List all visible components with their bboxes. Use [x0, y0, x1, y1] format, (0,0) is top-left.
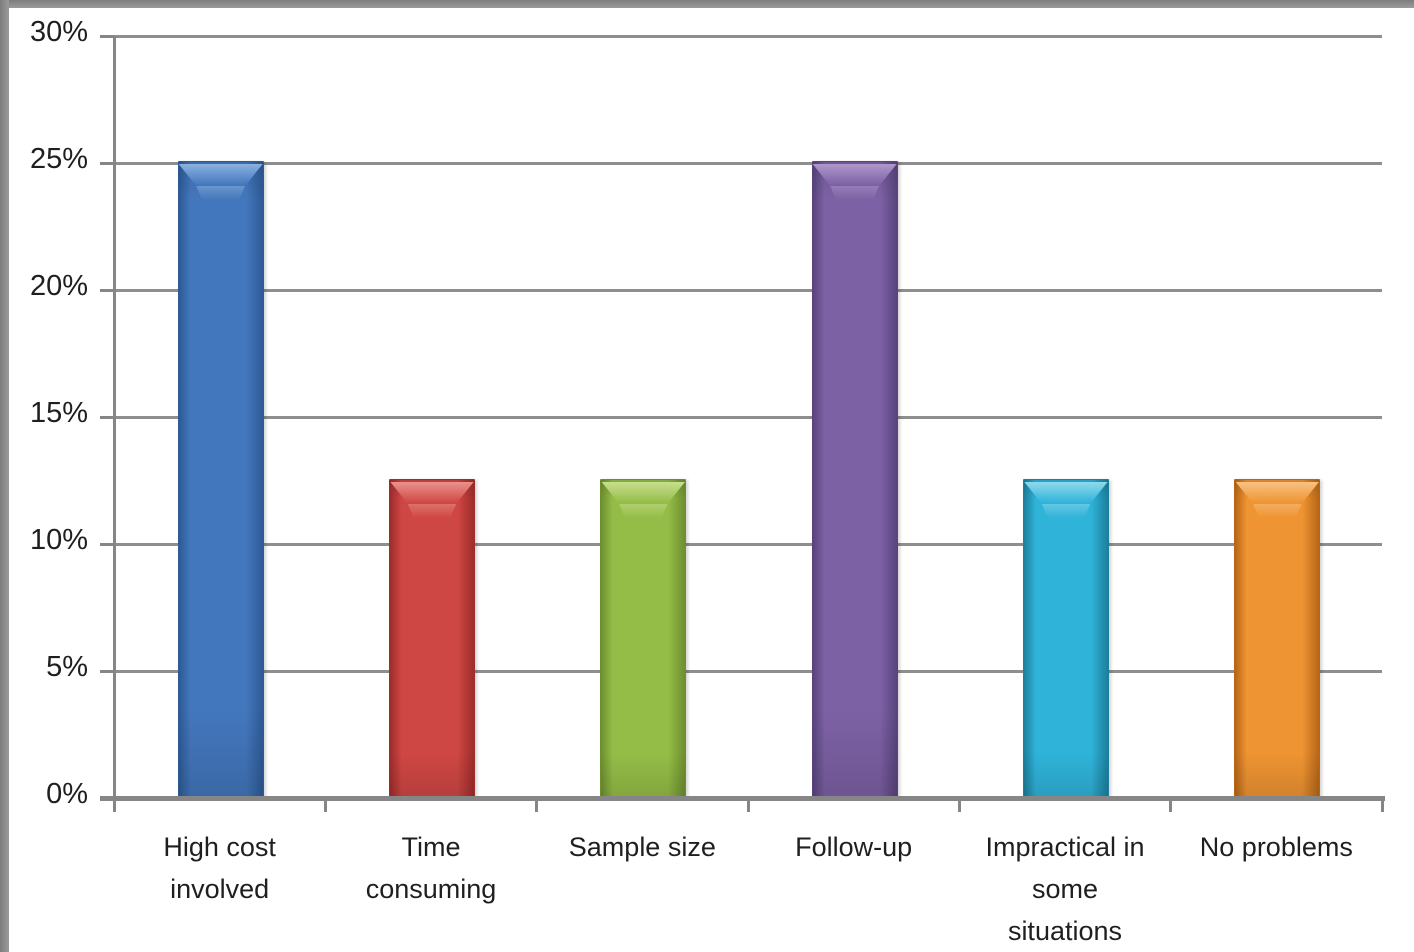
bar-orange — [1234, 478, 1321, 798]
category-label: High cost involved — [114, 826, 325, 910]
y-axis-tick — [100, 542, 114, 546]
y-axis-tick — [100, 415, 114, 419]
bar-top-bevel — [178, 164, 263, 186]
bar-cyan — [1023, 478, 1109, 798]
gridline — [114, 34, 1382, 38]
y-axis-label: 30% — [29, 16, 88, 48]
category-label: Time consuming — [325, 826, 536, 910]
bar-top-bevel — [1235, 481, 1320, 504]
category-label-text: No problems — [1199, 832, 1353, 862]
y-axis-label: 10% — [29, 524, 88, 556]
x-axis-tick — [323, 798, 327, 812]
bar-top-gloss — [830, 186, 880, 200]
category-label: No problems — [1171, 826, 1382, 868]
category-label: Follow-up — [748, 826, 959, 868]
x-axis-tick — [1380, 798, 1384, 812]
x-axis-tick — [112, 798, 116, 812]
bar-top-bevel — [1024, 481, 1108, 504]
y-axis-label: 25% — [29, 143, 88, 175]
bar-blue — [177, 161, 264, 798]
y-axis-label: 0% — [46, 778, 88, 810]
x-axis-tick — [535, 798, 539, 812]
category-label-text: High cost involved — [163, 832, 276, 904]
y-axis-label: 5% — [46, 651, 88, 683]
bar-red — [389, 478, 475, 798]
gridline — [114, 161, 1382, 165]
bar-top-bevel — [601, 481, 686, 504]
frame-left-border — [0, 0, 9, 952]
x-axis-tick — [746, 798, 750, 812]
bar-top-gloss — [407, 503, 457, 518]
bar-top-gloss — [618, 503, 668, 518]
y-axis-tick — [100, 161, 114, 165]
y-axis-tick — [100, 34, 114, 38]
gridline — [114, 415, 1382, 419]
category-label-text: Impractical in some situations — [985, 832, 1145, 946]
y-axis-tick — [100, 288, 114, 292]
y-axis-label: 15% — [29, 397, 88, 429]
x-axis-tick — [1169, 798, 1173, 812]
y-axis-label: 20% — [29, 270, 88, 302]
bar-purple — [811, 161, 898, 798]
x-axis-line — [100, 796, 1385, 801]
frame-top-border — [0, 0, 1414, 8]
y-axis-line — [113, 36, 116, 798]
plot-area — [114, 34, 1382, 798]
gridline — [114, 542, 1382, 546]
bar-green — [600, 478, 687, 798]
category-label-text: Sample size — [568, 832, 716, 862]
gridline — [114, 669, 1382, 673]
category-label: Impractical in some situations — [959, 826, 1170, 952]
bar-top-gloss — [1041, 503, 1091, 518]
y-axis-tick — [100, 669, 114, 673]
gridline — [114, 288, 1382, 292]
bar-top-gloss — [196, 186, 246, 200]
bar-top-bevel — [390, 481, 474, 504]
category-label-text: Time consuming — [365, 832, 497, 904]
x-axis-tick — [957, 798, 961, 812]
category-label-text: Follow-up — [795, 832, 913, 862]
category-label: Sample size — [537, 826, 748, 868]
bar-top-gloss — [1252, 503, 1302, 518]
bar-top-bevel — [812, 164, 897, 186]
